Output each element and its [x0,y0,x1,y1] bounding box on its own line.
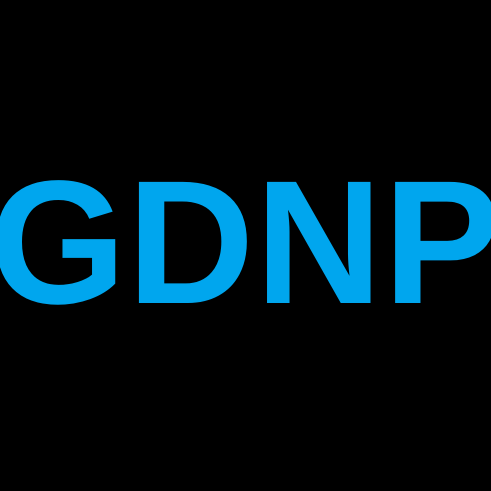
logo-wordmark: GDNP [0,145,491,341]
